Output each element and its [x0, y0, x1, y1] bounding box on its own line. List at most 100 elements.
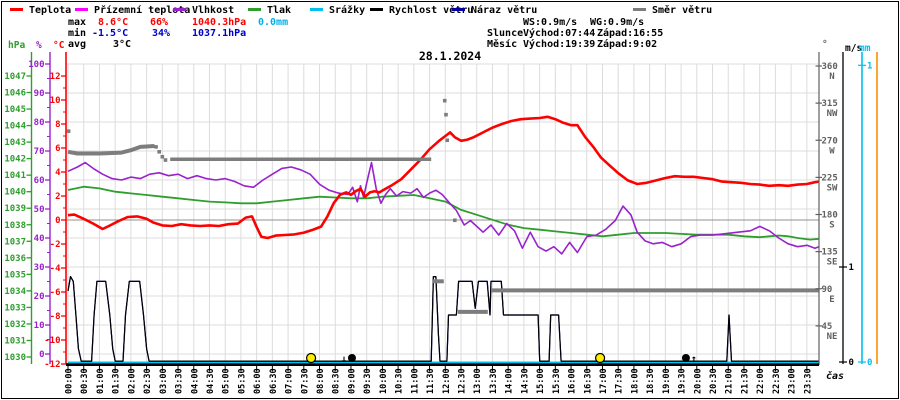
legend-label: Tlak — [267, 5, 292, 16]
stat-avg-temp: 3°C — [113, 39, 132, 50]
svg-text:00:30: 00:30 — [80, 368, 90, 394]
chart-title: 28.1.2024 — [418, 49, 482, 63]
svg-text:10:00: 10:00 — [379, 368, 389, 394]
svg-text:-6: -6 — [50, 288, 61, 298]
svg-text:05:00: 05:00 — [222, 368, 232, 394]
svg-text:19:00: 19:00 — [662, 368, 672, 394]
legend-item-teplota: Teplota — [10, 5, 71, 17]
svg-text:m/s: m/s — [845, 43, 862, 54]
legend-color-dash — [310, 8, 323, 11]
svg-text:12:00: 12:00 — [442, 368, 452, 394]
stat-max-humidity: 66% — [150, 17, 169, 28]
svg-text:8: 8 — [55, 120, 60, 130]
svg-text:1044: 1044 — [4, 122, 26, 132]
svg-text:S: S — [829, 221, 834, 231]
svg-text:1039: 1039 — [4, 204, 26, 214]
stat-min-pressure: 1037.1hPa — [192, 28, 247, 39]
svg-text:čas: čas — [826, 370, 844, 382]
svg-text:1: 1 — [849, 263, 854, 273]
svg-text:1033: 1033 — [4, 303, 26, 313]
svg-text:50: 50 — [34, 205, 45, 215]
svg-text:11:30: 11:30 — [426, 368, 436, 394]
svg-text:1: 1 — [867, 61, 872, 71]
svg-text:-8: -8 — [50, 312, 61, 322]
svg-text:0: 0 — [39, 350, 44, 360]
svg-text:1040: 1040 — [4, 188, 26, 198]
stat-wind-speed-max: WS:0.9m/s — [523, 17, 578, 28]
svg-text:16:30: 16:30 — [583, 368, 593, 394]
svg-text:14:30: 14:30 — [520, 368, 530, 394]
svg-text:23:30: 23:30 — [803, 368, 813, 394]
svg-text:1034: 1034 — [4, 287, 26, 297]
stat-max-precip: 0.0mm — [258, 17, 289, 28]
svg-text:22:30: 22:30 — [772, 368, 782, 394]
legend-color-dash — [452, 8, 465, 11]
legend-color-dash — [173, 8, 186, 11]
svg-text:08:00: 08:00 — [316, 368, 326, 394]
legend-label: Rychlost větru — [389, 5, 474, 16]
svg-text:02:30: 02:30 — [143, 368, 153, 394]
svg-text:0: 0 — [849, 358, 854, 368]
svg-text:17:30: 17:30 — [615, 368, 625, 394]
svg-text:1031: 1031 — [4, 336, 26, 346]
svg-text:135: 135 — [822, 248, 838, 258]
svg-text:4: 4 — [55, 168, 61, 178]
svg-text:23:00: 23:00 — [788, 368, 798, 394]
svg-text:2: 2 — [55, 192, 60, 202]
svg-text:07:00: 07:00 — [285, 368, 295, 394]
svg-text:SW: SW — [827, 183, 838, 193]
svg-text:18:00: 18:00 — [630, 368, 640, 394]
svg-text:1041: 1041 — [4, 171, 26, 181]
legend-label: Přízemní teplota — [94, 5, 191, 16]
svg-text:17:00: 17:00 — [599, 368, 609, 394]
svg-text:11:00: 11:00 — [410, 368, 420, 394]
svg-text:315: 315 — [822, 99, 838, 109]
svg-text:15:00: 15:00 — [536, 368, 546, 394]
svg-text:1036: 1036 — [4, 254, 26, 264]
svg-text:NE: NE — [827, 332, 838, 342]
svg-text:06:00: 06:00 — [253, 368, 263, 394]
svg-text:1043: 1043 — [4, 138, 26, 148]
svg-text:-4: -4 — [50, 264, 61, 274]
svg-text:90: 90 — [822, 285, 833, 295]
legend-color-dash — [75, 8, 88, 11]
svg-text:02:00: 02:00 — [127, 368, 137, 394]
svg-text:30: 30 — [34, 263, 45, 273]
svg-text:19:30: 19:30 — [678, 368, 688, 394]
svg-text:mm: mm — [859, 43, 871, 54]
svg-text:E: E — [829, 295, 834, 305]
svg-text:1030: 1030 — [4, 353, 26, 363]
svg-text:360: 360 — [822, 62, 838, 72]
svg-text:60: 60 — [34, 176, 45, 186]
svg-text:18:30: 18:30 — [646, 368, 656, 394]
moon-label: Měsíc — [487, 39, 518, 50]
legend-item-sr-ky: Srážky — [310, 5, 365, 17]
legend-label: Teplota — [29, 5, 72, 16]
svg-text:04:30: 04:30 — [206, 368, 216, 394]
svg-text:W: W — [829, 146, 835, 156]
legend-item-vlhkost: Vlhkost — [173, 5, 234, 17]
svg-text:16:00: 16:00 — [568, 368, 578, 394]
svg-text:00:00: 00:00 — [65, 368, 75, 394]
stat-max-pressure: 1040.3hPa — [192, 17, 247, 28]
svg-text:10:30: 10:30 — [395, 368, 405, 394]
legend-color-dash — [370, 8, 383, 11]
svg-text:-2: -2 — [50, 240, 61, 250]
svg-text:15:30: 15:30 — [552, 368, 562, 394]
legend-color-dash — [248, 8, 261, 11]
legend-item-tlak: Tlak — [248, 5, 291, 17]
svg-text:01:30: 01:30 — [112, 368, 122, 394]
svg-text:20:30: 20:30 — [709, 368, 719, 394]
svg-text:90: 90 — [34, 89, 45, 99]
svg-text:40: 40 — [34, 234, 45, 244]
stat-min-temp: -1.5°C — [92, 28, 129, 39]
stat-min-humidity: 34% — [152, 28, 171, 39]
svg-text:09:30: 09:30 — [363, 368, 373, 394]
svg-text:1037: 1037 — [4, 237, 26, 247]
sun-rise-time: Východ:07:44 — [523, 28, 596, 39]
svg-text:20: 20 — [34, 292, 45, 302]
svg-text:hPa: hPa — [8, 40, 25, 51]
legend-item-p-zemn-teplota: Přízemní teplota — [75, 5, 190, 17]
legend-item-n-raz-v-tru: Náraz větru — [452, 5, 537, 17]
